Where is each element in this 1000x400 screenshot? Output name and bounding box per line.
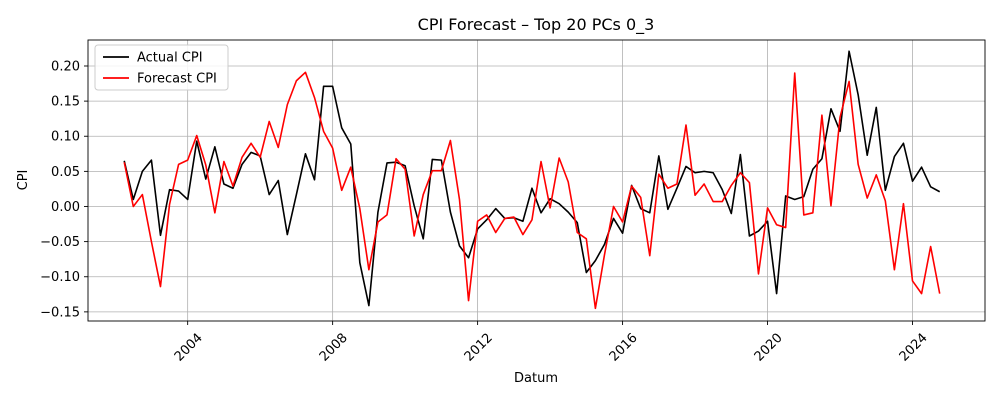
series-line-forecast-cpi [123, 71, 941, 310]
legend-label-actual-cpi: Actual CPI [137, 51, 203, 66]
chart-title: CPI Forecast – Top 20 PCs 0_3 [418, 15, 655, 35]
y-tick-label-5: −0.05 [40, 235, 80, 250]
y-tick-label-4: 0.00 [51, 200, 80, 215]
y-axis-label: CPI [16, 170, 31, 191]
legend: Actual CPI Forecast CPI [94, 44, 229, 91]
y-tick-label-2: 0.10 [51, 130, 80, 145]
y-tick-label-1: 0.15 [51, 95, 80, 110]
legend-label-forecast-cpi: Forecast CPI [137, 72, 217, 87]
plot-area: 2004 2008 2012 2016 2020 20240.200.150.100.05… [40, 39, 986, 365]
y-tick-label-6: −0.10 [40, 270, 80, 285]
x-axis-label: Datum [514, 371, 558, 386]
y-tick-label-3: 0.05 [51, 165, 80, 180]
axes-frame [87, 39, 986, 322]
y-tick-label-7: −0.15 [40, 305, 80, 320]
y-tick-label-0: 0.20 [51, 59, 80, 74]
